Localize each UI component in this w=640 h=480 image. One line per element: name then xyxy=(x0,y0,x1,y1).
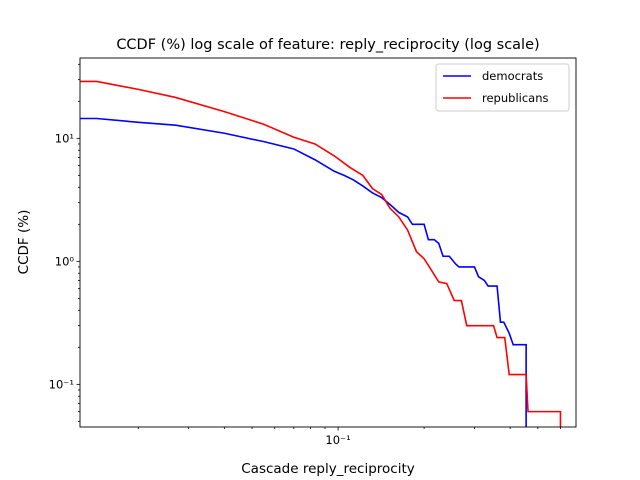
series-line-democrats xyxy=(80,117,527,427)
y-tick-label: 10⁰ xyxy=(55,254,75,268)
y-axis-label: CCDF (%) xyxy=(16,210,32,275)
y-tick-label: 10⁻¹ xyxy=(49,377,74,391)
plot-lines xyxy=(80,80,562,427)
y-tick-label: 10¹ xyxy=(55,131,74,145)
legend-democrats-label: democrats xyxy=(482,69,543,83)
legend: democrats republicans xyxy=(435,63,570,112)
x-tick-label: 10⁻¹ xyxy=(325,433,350,447)
x-axis-label: Cascade reply_reciprocity xyxy=(241,461,414,477)
legend-republicans-label: republicans xyxy=(482,91,548,105)
plot-frame xyxy=(79,57,577,428)
chart-title: CCDF (%) log scale of feature: reply_rec… xyxy=(116,37,539,53)
series-line-republicans xyxy=(80,80,562,427)
